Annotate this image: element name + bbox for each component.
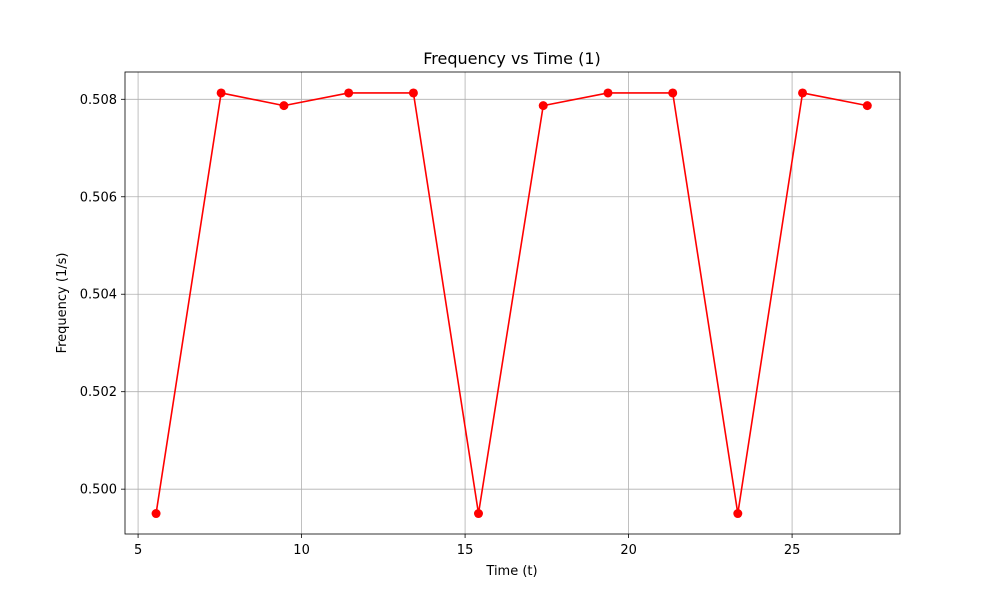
x-tick-label: 10	[293, 543, 310, 558]
y-axis-ticks: 0.500 0.502 0.504 0.506 0.508	[80, 93, 125, 498]
x-axis-ticks: 5 10 15 20 25	[134, 534, 800, 558]
data-point	[798, 88, 808, 98]
data-point	[344, 88, 354, 98]
x-tick-label: 5	[134, 543, 142, 558]
chart-title: Frequency vs Time (1)	[423, 49, 601, 68]
x-axis-label: Time (t)	[485, 564, 537, 579]
series-layer	[151, 88, 872, 519]
x-tick-label: 20	[620, 543, 637, 558]
x-tick-label: 25	[784, 543, 801, 558]
y-tick-label: 0.502	[80, 385, 117, 400]
y-axis-label: Frequency (1/s)	[55, 253, 70, 354]
data-point	[473, 509, 483, 519]
data-point	[151, 509, 161, 519]
series-line	[155, 92, 868, 515]
y-tick-label: 0.500	[80, 483, 117, 498]
data-point	[668, 88, 678, 98]
y-tick-label: 0.504	[80, 288, 117, 303]
plot-frame	[124, 71, 901, 535]
y-tick-label: 0.506	[80, 190, 117, 205]
data-point	[216, 88, 226, 98]
x-tick-label: 15	[457, 543, 474, 558]
data-point	[538, 101, 548, 111]
y-tick-label: 0.508	[80, 93, 117, 108]
data-point	[862, 101, 872, 111]
data-point	[603, 88, 613, 98]
data-point	[733, 509, 743, 519]
data-point	[408, 88, 418, 98]
data-point	[279, 101, 289, 111]
grid	[125, 72, 900, 534]
